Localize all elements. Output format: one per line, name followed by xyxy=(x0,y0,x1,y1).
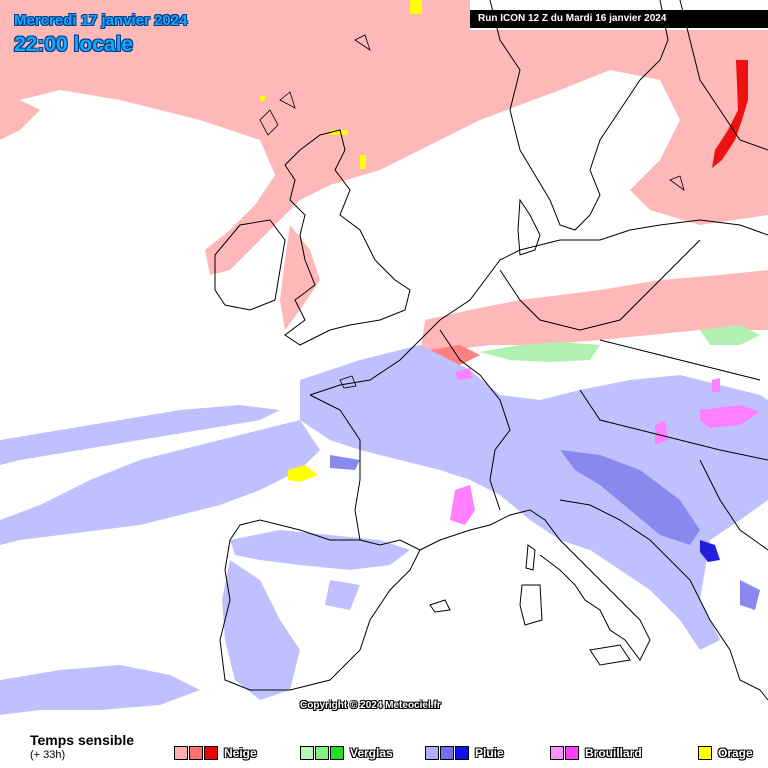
legend-swatch xyxy=(698,746,712,760)
legend-swatch xyxy=(189,746,203,760)
legend-label: Pluie xyxy=(475,746,504,760)
legend-swatch xyxy=(455,746,469,760)
legend-label: Brouillard xyxy=(585,746,642,760)
copyright-notice: Copyright © 2024 Meteociel.fr xyxy=(300,700,441,711)
legend-swatch xyxy=(300,746,314,760)
legend-brouillard: Brouillard xyxy=(550,746,642,760)
legend-label: Orage xyxy=(718,746,753,760)
fog-areas xyxy=(450,368,760,525)
model-run-banner: Run ICON 12 Z du Mardi 16 janvier 2024 xyxy=(470,10,768,28)
snow-areas xyxy=(0,0,768,495)
legend-swatch xyxy=(550,746,564,760)
legend-neige: Neige xyxy=(174,746,257,760)
rain-areas xyxy=(0,345,768,715)
legend-label: Verglas xyxy=(350,746,393,760)
legend-swatch xyxy=(440,746,454,760)
island-details xyxy=(259,34,685,389)
europe-weather-map xyxy=(0,0,768,715)
forecast-time: 22:00 locale xyxy=(14,33,134,56)
legend-swatch xyxy=(425,746,439,760)
rain-medium-areas xyxy=(330,450,760,610)
legend-label: Neige xyxy=(224,746,257,760)
legend-swatch xyxy=(315,746,329,760)
legend-title: Temps sensible xyxy=(30,732,135,748)
legend-orage: Orage xyxy=(698,746,753,760)
coastlines xyxy=(214,0,768,701)
storm-areas xyxy=(260,0,422,482)
legend-verglas: Verglas xyxy=(300,746,393,760)
legend-swatch xyxy=(330,746,344,760)
legend-pluie: Pluie xyxy=(425,746,504,760)
legend-swatch xyxy=(204,746,218,760)
snow-heavy-areas xyxy=(712,60,748,168)
legend: Temps sensible (+ 33h) Neige Verglas Plu… xyxy=(0,728,768,768)
forecast-date: Mercredi 17 janvier 2024 xyxy=(14,12,188,29)
legend-subtitle: (+ 33h) xyxy=(30,749,66,761)
legend-swatch xyxy=(174,746,188,760)
legend-swatch xyxy=(565,746,579,760)
rain-heavy-areas xyxy=(700,540,720,562)
